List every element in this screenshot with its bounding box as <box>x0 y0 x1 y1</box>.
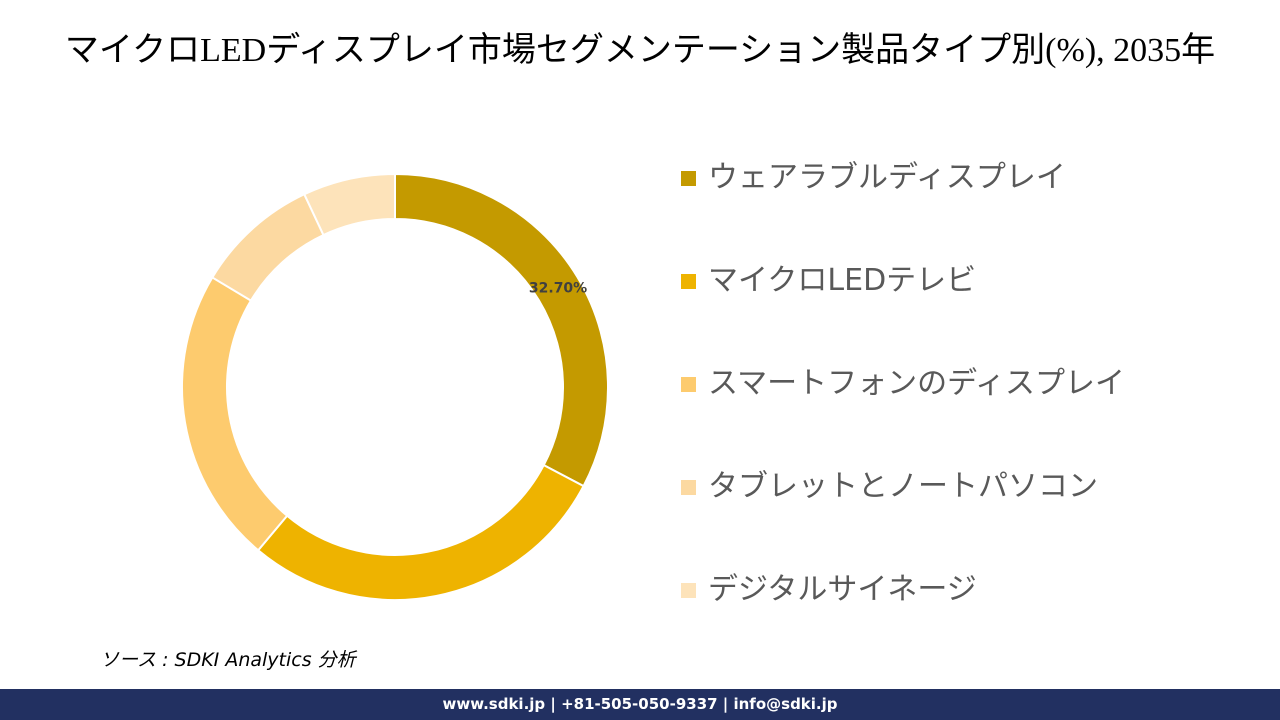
data-label: 32.70% <box>529 280 587 296</box>
legend-label: タブレットとノートパソコン <box>708 469 1098 504</box>
legend-item: スマートフォンのディスプレイ <box>681 364 1125 404</box>
legend-swatch <box>681 377 696 392</box>
footer: www.sdki.jp | +81-505-050-9337 | info@sd… <box>0 689 1280 720</box>
donut-segment <box>302 172 396 237</box>
legend-label: マイクロLEDテレビ <box>708 263 977 298</box>
legend-label: スマートフォンのディスプレイ <box>708 366 1125 401</box>
donut-segment <box>256 463 585 601</box>
legend-item: デジタルサイネージ <box>681 570 977 610</box>
legend-swatch <box>681 480 696 495</box>
legend-item: マイクロLEDテレビ <box>681 261 976 301</box>
chart: 32.70% <box>181 172 609 601</box>
legend-swatch <box>681 171 696 186</box>
donut-segment <box>181 276 289 552</box>
legend-item: タブレットとノートパソコン <box>681 467 1098 507</box>
legend-item: ウェアラブルディスプレイ <box>681 158 1066 198</box>
chart-title: マイクロLEDディスプレイ市場セグメンテーション製品タイプ別(%), 2035年 <box>64 32 1216 69</box>
legend-label: ウェアラブルディスプレイ <box>708 160 1066 195</box>
legend-swatch <box>681 583 696 598</box>
source-note: ソース : SDKI Analytics 分析 <box>100 649 356 671</box>
donut-segment <box>210 192 325 302</box>
donut-segment <box>394 172 609 488</box>
legend-label: デジタルサイネージ <box>708 572 977 607</box>
legend-swatch <box>681 274 696 289</box>
